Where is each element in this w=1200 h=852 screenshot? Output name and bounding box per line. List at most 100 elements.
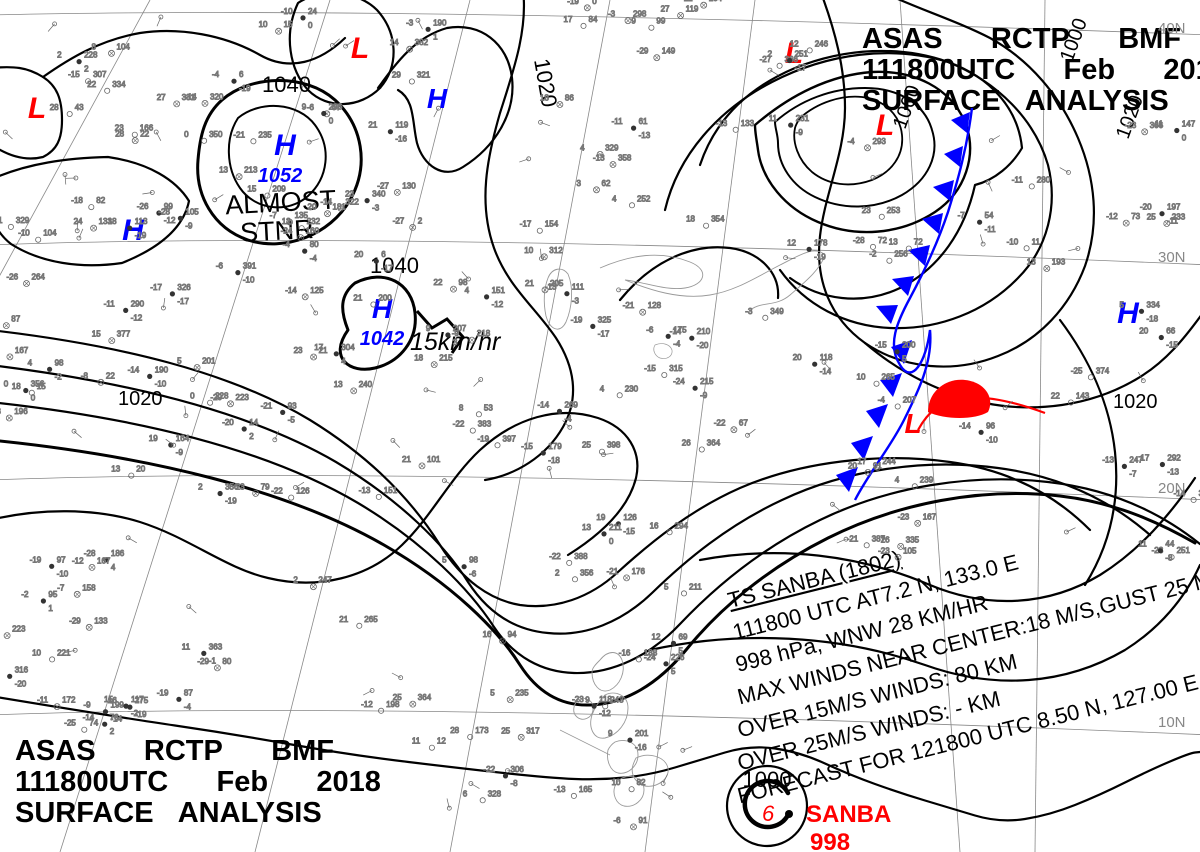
svg-text:-9: -9 [84,701,92,710]
svg-text:-8: -8 [511,779,519,788]
svg-text:80: 80 [310,240,319,249]
svg-text:5: 5 [902,355,907,364]
svg-text:23: 23 [115,124,124,133]
svg-text:-2: -2 [869,250,877,259]
svg-text:201: 201 [202,357,216,366]
svg-text:147: 147 [1182,120,1196,129]
svg-text:382: 382 [415,38,429,47]
svg-text:322: 322 [346,198,360,207]
svg-text:4: 4 [580,143,585,152]
svg-text:10N: 10N [1158,714,1186,731]
svg-text:66: 66 [1166,327,1175,336]
svg-text:22: 22 [87,80,96,89]
svg-text:175: 175 [673,325,687,334]
svg-text:0: 0 [31,394,36,403]
svg-text:9: 9 [585,695,590,704]
svg-text:2: 2 [57,51,62,60]
svg-text:-17: -17 [795,64,807,73]
svg-text:-4: -4 [283,240,291,249]
svg-text:269: 269 [565,400,579,409]
svg-text:-19: -19 [814,252,826,261]
svg-text:213: 213 [244,166,258,175]
svg-text:14: 14 [390,38,399,47]
svg-text:-19: -19 [571,315,583,324]
svg-text:105: 105 [185,207,199,216]
svg-text:91: 91 [873,461,882,470]
svg-text:5: 5 [679,646,684,655]
svg-text:-6: -6 [216,262,224,271]
svg-text:29: 29 [392,71,401,80]
svg-text:265: 265 [364,615,378,624]
svg-text:11: 11 [1155,120,1164,129]
svg-text:61: 61 [639,117,648,126]
svg-text:11: 11 [1032,237,1041,246]
svg-text:18: 18 [540,94,549,103]
svg-text:374: 374 [1096,366,1110,375]
svg-text:135: 135 [295,211,309,220]
svg-text:265: 265 [882,373,896,382]
svg-text:164: 164 [176,434,190,443]
svg-text:235: 235 [258,130,272,139]
svg-text:10: 10 [32,648,41,657]
svg-text:-22: -22 [549,552,561,561]
svg-text:3: 3 [577,179,582,188]
svg-text:2: 2 [555,568,560,577]
svg-text:-26: -26 [137,202,149,211]
svg-text:-6: -6 [307,103,315,112]
svg-text:-12: -12 [72,556,84,565]
svg-text:30N: 30N [1158,249,1186,266]
svg-text:-23: -23 [878,546,890,555]
svg-text:8: 8 [92,42,97,51]
svg-text:87: 87 [11,315,20,324]
svg-text:119: 119 [686,5,699,14]
svg-text:251: 251 [795,50,809,59]
svg-text:176: 176 [632,567,646,576]
svg-text:329: 329 [605,143,619,152]
svg-text:20: 20 [1139,327,1148,336]
svg-text:244: 244 [882,457,896,466]
svg-text:304: 304 [341,343,355,352]
svg-text:84: 84 [589,15,598,24]
svg-text:320: 320 [210,92,224,101]
svg-text:-18: -18 [548,456,560,465]
svg-text:93: 93 [288,401,297,410]
svg-text:119: 119 [395,121,408,130]
svg-text:-3: -3 [572,297,580,306]
svg-text:126: 126 [623,513,637,522]
svg-text:98: 98 [55,358,64,367]
svg-text:-17: -17 [598,329,610,338]
svg-text:240: 240 [359,380,373,389]
svg-text:130: 130 [402,181,416,190]
svg-text:-19: -19 [239,84,251,93]
svg-text:8: 8 [459,403,464,412]
svg-text:-23: -23 [1125,121,1137,130]
svg-text:91: 91 [639,816,648,825]
svg-text:82: 82 [96,196,105,205]
svg-text:173: 173 [475,726,489,735]
svg-text:280: 280 [1037,175,1051,184]
svg-text:178: 178 [814,238,828,247]
svg-text:-26: -26 [7,273,19,282]
svg-text:-15: -15 [521,442,533,451]
svg-text:228: 228 [84,51,98,60]
svg-text:-25: -25 [64,719,76,728]
svg-text:-19: -19 [30,555,42,564]
svg-text:20: 20 [308,203,317,212]
svg-text:101: 101 [427,455,441,464]
svg-text:-18: -18 [71,196,83,205]
svg-text:193: 193 [1052,258,1066,267]
svg-text:-11: -11 [985,225,997,234]
svg-text:-20: -20 [222,418,234,427]
svg-text:-23: -23 [0,407,1,416]
svg-text:-10: -10 [1007,237,1019,246]
svg-text:16: 16 [483,630,492,639]
svg-text:215: 215 [439,354,453,363]
svg-text:5: 5 [664,582,669,591]
svg-text:20: 20 [354,250,363,259]
svg-text:-16: -16 [619,648,631,657]
svg-text:97: 97 [57,555,66,564]
svg-text:15: 15 [284,20,293,29]
svg-text:198: 198 [386,700,400,709]
svg-text:126: 126 [296,487,310,496]
svg-text:79: 79 [261,482,270,491]
